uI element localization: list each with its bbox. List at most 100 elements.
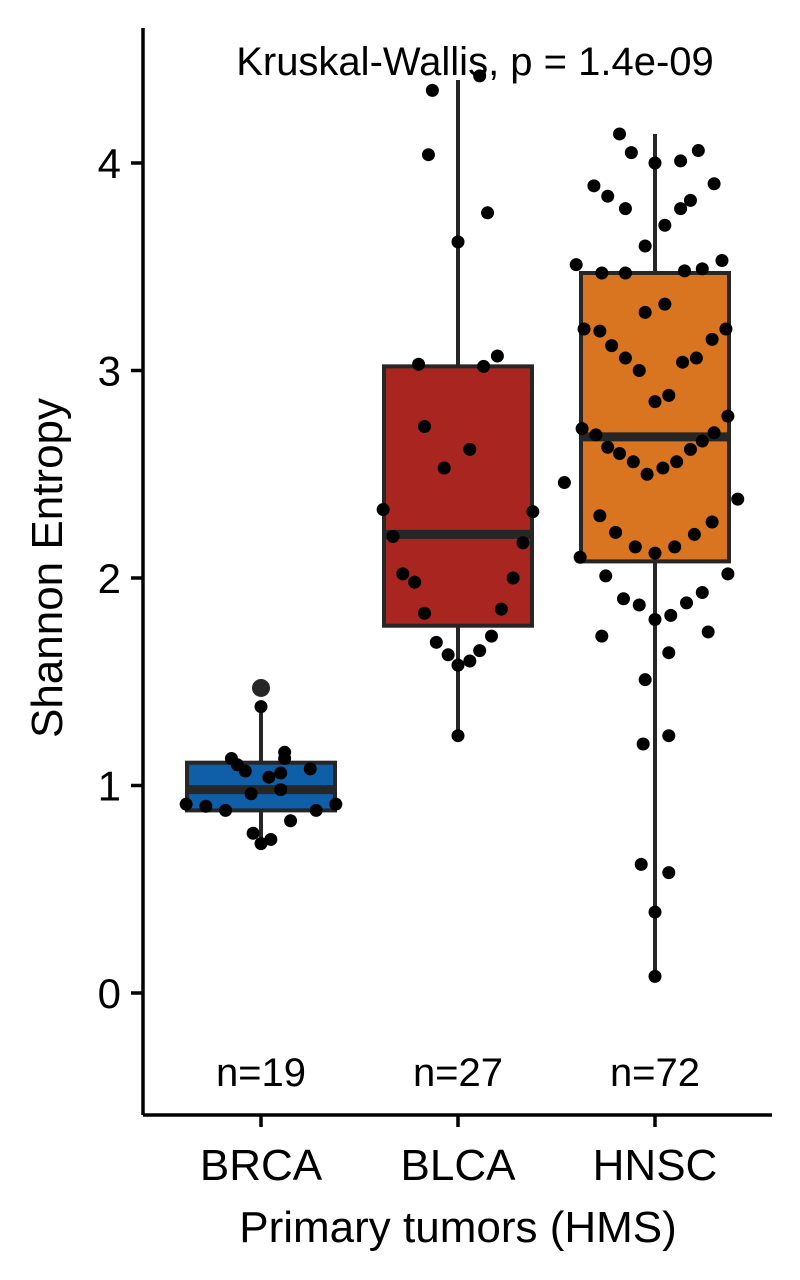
data-point bbox=[695, 434, 709, 448]
data-point bbox=[648, 613, 662, 626]
data-point bbox=[715, 254, 729, 268]
data-point bbox=[573, 550, 587, 564]
data-point bbox=[624, 146, 638, 160]
data-point bbox=[689, 351, 703, 365]
data-point bbox=[526, 505, 540, 519]
data-point bbox=[638, 673, 652, 687]
y-tick-label: 2 bbox=[98, 555, 121, 602]
data-point bbox=[701, 625, 715, 639]
data-point bbox=[254, 700, 268, 714]
data-point bbox=[695, 586, 709, 600]
data-point bbox=[179, 797, 193, 811]
data-point bbox=[557, 476, 571, 490]
data-point bbox=[412, 357, 426, 371]
data-point bbox=[284, 814, 298, 828]
data-point bbox=[662, 646, 676, 660]
data-point bbox=[577, 322, 591, 336]
data-point bbox=[674, 154, 688, 168]
data-point bbox=[656, 461, 670, 475]
data-point bbox=[609, 525, 623, 539]
data-point bbox=[721, 409, 735, 423]
data-point bbox=[636, 737, 650, 751]
data-point bbox=[618, 266, 632, 280]
data-point bbox=[648, 395, 662, 409]
data-point bbox=[618, 202, 632, 216]
data-point bbox=[274, 766, 288, 780]
data-point bbox=[589, 428, 603, 442]
data-point bbox=[484, 629, 498, 643]
data-point bbox=[687, 527, 701, 541]
data-point bbox=[695, 262, 709, 276]
data-point bbox=[648, 546, 662, 560]
data-point bbox=[719, 322, 733, 336]
data-point bbox=[707, 177, 721, 191]
data-point bbox=[638, 305, 652, 319]
x-tick-label-brca: BRCA bbox=[200, 1141, 323, 1190]
data-point bbox=[303, 762, 317, 776]
data-point bbox=[628, 540, 642, 554]
data-point bbox=[648, 969, 662, 983]
data-point bbox=[613, 447, 627, 460]
data-point bbox=[640, 467, 654, 481]
groups-layer: n=19 n=27 n=72 bbox=[179, 69, 745, 1095]
data-point bbox=[408, 575, 422, 589]
data-point bbox=[309, 803, 323, 817]
data-point bbox=[481, 206, 495, 220]
data-point bbox=[683, 442, 697, 456]
n-label-brca: n=19 bbox=[216, 1051, 306, 1095]
data-point bbox=[274, 783, 288, 797]
data-point bbox=[396, 567, 410, 581]
data-point bbox=[219, 803, 233, 817]
data-point bbox=[658, 297, 672, 311]
data-point bbox=[451, 729, 465, 743]
data-point bbox=[418, 420, 432, 434]
data-point bbox=[707, 426, 721, 440]
data-point bbox=[662, 866, 676, 880]
data-point bbox=[575, 422, 589, 436]
data-point bbox=[601, 440, 615, 454]
data-point bbox=[618, 351, 632, 365]
x-axis: BRCA BLCA HNSC bbox=[143, 1113, 772, 1190]
data-point bbox=[593, 509, 607, 523]
data-point bbox=[595, 266, 609, 280]
data-point bbox=[662, 729, 676, 743]
data-point bbox=[601, 189, 615, 203]
data-point bbox=[705, 515, 719, 529]
data-point bbox=[506, 571, 520, 585]
data-point bbox=[626, 455, 640, 469]
n-label-blca: n=27 bbox=[413, 1051, 503, 1095]
data-point bbox=[593, 324, 607, 338]
data-point bbox=[721, 567, 735, 581]
data-point bbox=[451, 235, 465, 249]
data-point bbox=[244, 787, 258, 801]
data-point bbox=[376, 503, 390, 517]
data-point bbox=[425, 83, 439, 97]
data-point bbox=[473, 69, 487, 83]
data-point bbox=[429, 635, 443, 649]
data-point bbox=[421, 148, 435, 162]
x-axis-title: Primary tumors (HMS) bbox=[239, 1203, 677, 1252]
data-point bbox=[632, 598, 646, 612]
data-point bbox=[477, 359, 491, 373]
data-point bbox=[668, 540, 682, 554]
data-point bbox=[678, 264, 692, 278]
data-point bbox=[616, 592, 630, 606]
data-point bbox=[662, 388, 676, 402]
y-tick-label: 4 bbox=[98, 140, 121, 187]
x-tick-label-blca: BLCA bbox=[401, 1141, 517, 1190]
data-point bbox=[262, 770, 276, 784]
data-point bbox=[680, 596, 694, 610]
data-point bbox=[238, 764, 252, 778]
data-point bbox=[691, 144, 705, 158]
x-tick-label-hnsc: HNSC bbox=[593, 1141, 718, 1190]
group-blca: n=27 bbox=[376, 69, 540, 1095]
data-point bbox=[516, 536, 530, 550]
data-point bbox=[595, 629, 609, 643]
data-point bbox=[676, 355, 690, 369]
group-brca: n=19 bbox=[179, 678, 343, 1095]
data-point bbox=[731, 492, 745, 506]
data-point bbox=[494, 602, 508, 616]
outlier-point bbox=[252, 678, 270, 697]
group-hnsc: n=72 bbox=[557, 127, 745, 1095]
